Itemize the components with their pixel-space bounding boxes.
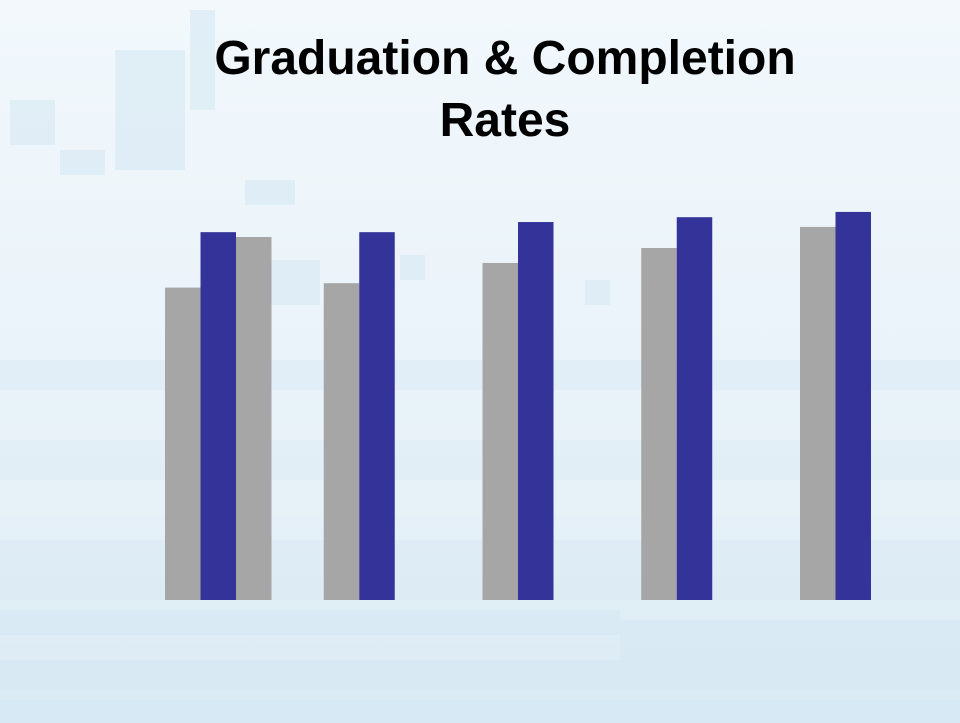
- bar: [165, 287, 201, 600]
- bar: [323, 283, 360, 600]
- bar: [518, 222, 554, 601]
- bar: [200, 232, 236, 600]
- bar: [641, 248, 677, 600]
- chart-title: Graduation & Completion Rates: [214, 32, 796, 147]
- bar: [359, 232, 395, 600]
- bar: [236, 237, 272, 600]
- bar: [482, 262, 518, 600]
- bar: [676, 217, 713, 600]
- bar: [800, 226, 836, 600]
- bar: [835, 211, 871, 601]
